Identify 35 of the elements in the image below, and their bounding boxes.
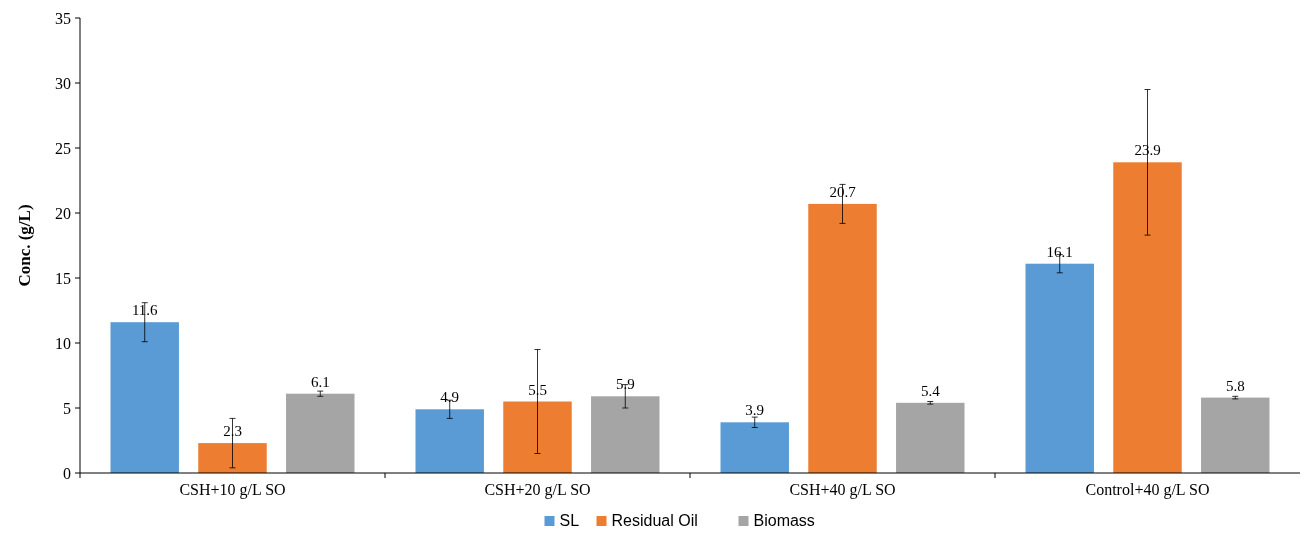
y-tick-label: 15 bbox=[55, 269, 71, 287]
bar bbox=[591, 396, 660, 473]
data-label: 4.9 bbox=[440, 389, 460, 406]
x-tick-label: CSH+20 g/L SO bbox=[484, 481, 591, 499]
bar bbox=[808, 203, 877, 473]
data-label: 5.4 bbox=[920, 382, 941, 399]
bar bbox=[286, 393, 355, 473]
y-tick-label: 5 bbox=[63, 399, 71, 417]
y-tick-label: 10 bbox=[55, 334, 71, 352]
x-tick-label: CSH+40 g/L SO bbox=[789, 481, 896, 499]
bar bbox=[415, 409, 484, 473]
y-axis-title: Conc. (g/L) bbox=[15, 204, 34, 287]
y-tick-label: 25 bbox=[55, 139, 71, 157]
bar bbox=[1201, 397, 1270, 473]
y-tick-label: 30 bbox=[55, 74, 71, 92]
bar bbox=[1113, 162, 1182, 473]
bar bbox=[198, 443, 267, 473]
bar bbox=[720, 422, 789, 473]
data-label: 3.9 bbox=[745, 402, 765, 419]
bar bbox=[896, 402, 965, 473]
legend-label: SL bbox=[559, 512, 580, 529]
bar bbox=[503, 401, 572, 473]
data-label: 16.1 bbox=[1046, 243, 1073, 260]
y-tick-label: 20 bbox=[55, 204, 71, 222]
y-tick-label: 0 bbox=[63, 464, 71, 482]
x-tick-label: Control+40 g/L SO bbox=[1085, 481, 1210, 499]
x-tick-label: CSH+10 g/L SO bbox=[179, 481, 286, 499]
y-tick-label: 35 bbox=[55, 9, 71, 27]
legend-label: Residual Oil bbox=[611, 512, 698, 529]
data-label: 5.9 bbox=[615, 376, 635, 393]
data-label: 5.8 bbox=[1225, 377, 1245, 394]
data-label: 6.1 bbox=[310, 373, 330, 390]
bar bbox=[1025, 263, 1094, 473]
bar bbox=[110, 322, 179, 473]
legend-label: Biomass bbox=[753, 512, 815, 529]
